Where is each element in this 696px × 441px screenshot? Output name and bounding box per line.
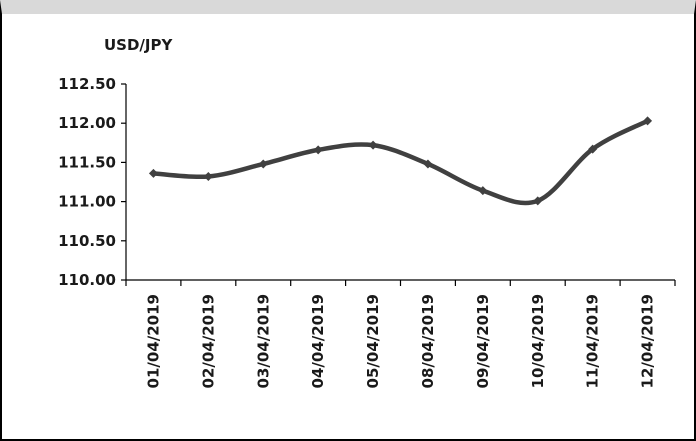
data-point-marker (478, 186, 488, 196)
data-point-marker (148, 168, 158, 178)
x-tick-label: 05/04/2019 (364, 294, 382, 388)
series-markers (148, 116, 653, 206)
x-tick-label: 02/04/2019 (199, 294, 217, 388)
data-point-marker (203, 172, 213, 182)
data-point-marker (368, 140, 378, 150)
y-tick-label: 111.00 (58, 193, 116, 211)
x-tick-label: 04/04/2019 (309, 294, 327, 388)
y-axis-title: USD/JPY (104, 36, 173, 54)
y-tick-label: 112.00 (58, 114, 116, 132)
data-point-marker (313, 145, 323, 155)
data-point-marker (258, 159, 268, 169)
x-tick-label: 11/04/2019 (584, 294, 602, 388)
x-tick-label: 10/04/2019 (529, 294, 547, 388)
x-tick-label: 01/04/2019 (144, 294, 162, 388)
data-point-marker (588, 144, 598, 154)
series-line (151, 118, 650, 206)
y-axis-ticks: 110.00 110.50 111.00 111.50 112.00 112.50 (58, 75, 126, 289)
y-tick-label: 110.50 (58, 232, 116, 250)
y-tick-label: 111.50 (58, 153, 116, 171)
data-point-marker (423, 159, 433, 169)
data-point-marker (533, 196, 543, 206)
x-tick-label: 08/04/2019 (419, 294, 437, 388)
y-tick-label: 112.50 (58, 75, 116, 93)
x-tick-label: 03/04/2019 (254, 294, 272, 388)
y-tick-label: 110.00 (58, 271, 116, 289)
x-tick-label: 09/04/2019 (474, 294, 492, 388)
data-point-marker (643, 116, 653, 126)
x-axis-ticks: 01/04/2019 02/04/2019 03/04/2019 04/04/2019… (125, 280, 676, 388)
x-tick-label: 12/04/2019 (639, 294, 657, 388)
